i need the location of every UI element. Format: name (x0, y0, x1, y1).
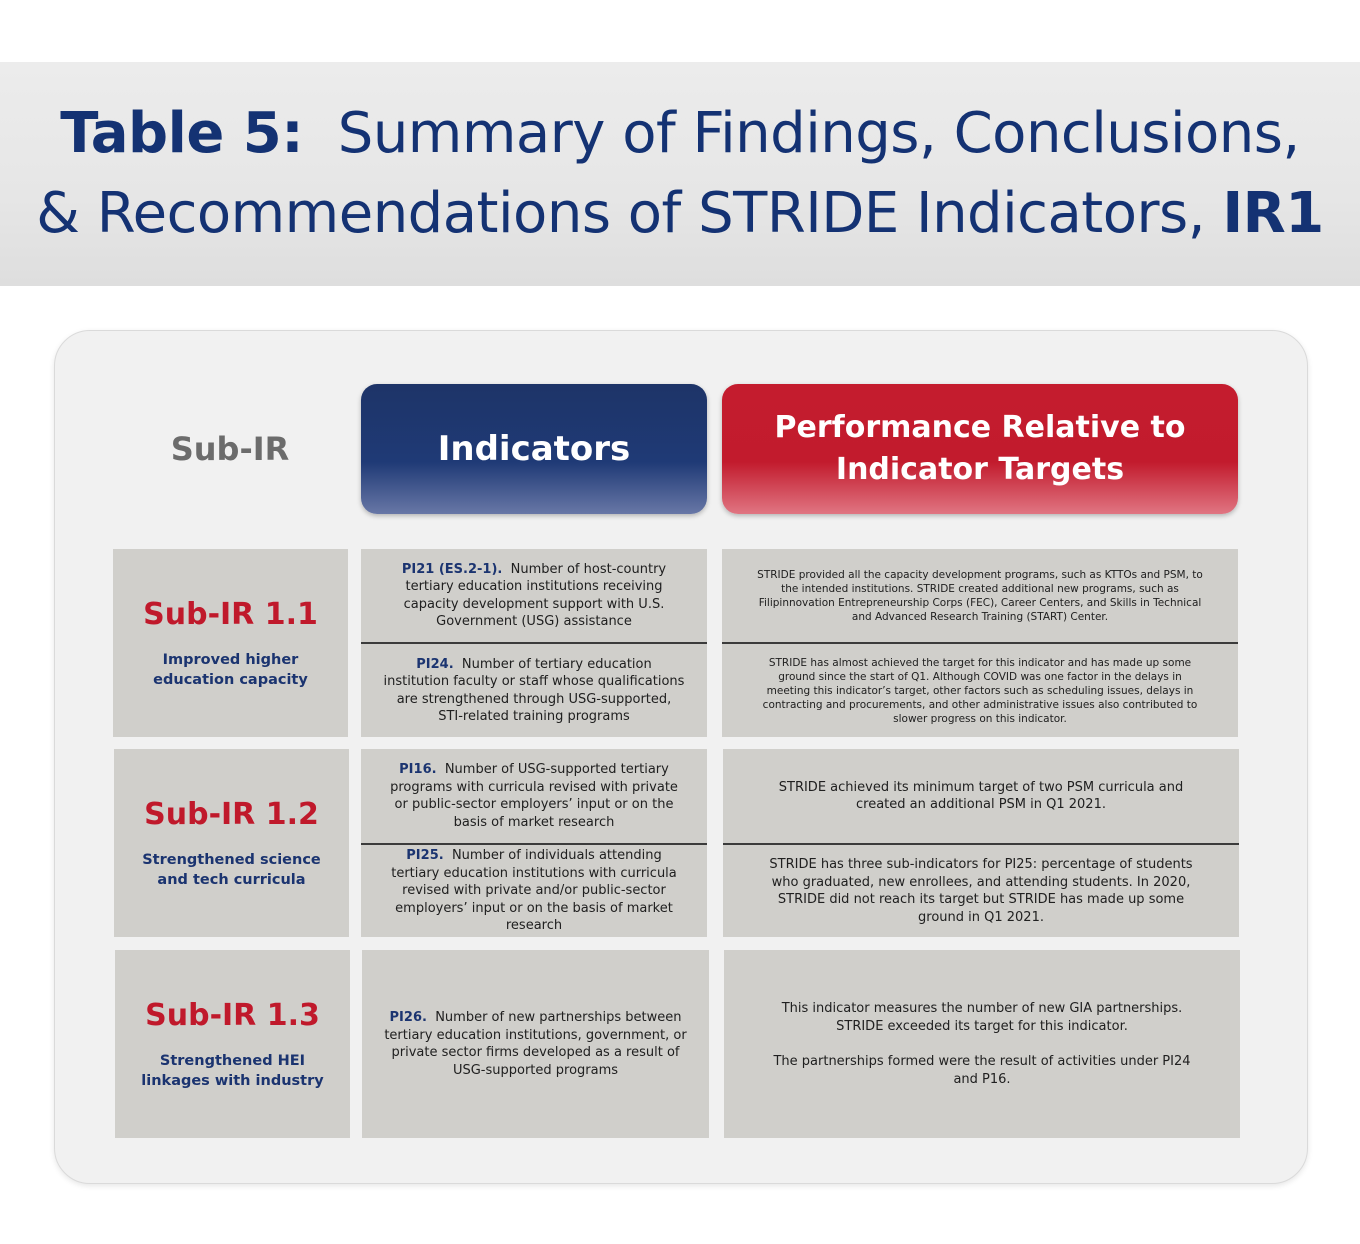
indicator-text: Number of USG-supported tertiary program… (390, 762, 678, 830)
indicator-pi26: PI26. Number of new partnerships between… (384, 1009, 687, 1079)
subir-cell-1-2: Sub-IR 1.2 Strengthened science and tech… (114, 749, 349, 937)
table-label: Table 5: (60, 101, 304, 166)
subir-code: Sub-IR 1.3 (145, 997, 320, 1033)
subir-cell-1-3: Sub-IR 1.3 Strengthened HEI linkages wit… (115, 950, 350, 1138)
performance-paragraph-1: This indicator measures the number of ne… (781, 1001, 1183, 1034)
title-text-1: Summary of Findings, Conclusions, (337, 101, 1300, 166)
indicator-id: PI25. (406, 848, 444, 864)
performance-cell-1-1: STRIDE provided all the capacity develop… (722, 549, 1238, 737)
indicator-cell-1-2: PI16. Number of USG-supported tertiary p… (361, 749, 707, 937)
indicator-cell-1-3: PI26. Number of new partnerships between… (362, 950, 709, 1138)
indicator-id: PI16. (399, 762, 437, 777)
performance-column-header: Performance Relative to Indicator Target… (722, 384, 1238, 514)
title-ir1: IR1 (1222, 181, 1324, 246)
indicator-pi21: PI21 (ES.2-1). Number of host-country te… (361, 549, 707, 642)
row-divider (722, 642, 1238, 644)
performance-header-line-2: Indicator Targets (835, 452, 1125, 487)
row-divider (723, 843, 1239, 845)
indicator-pi16: PI16. Number of USG-supported tertiary p… (361, 749, 707, 843)
performance-pi26: This indicator measures the number of ne… (764, 1000, 1200, 1088)
subir-code: Sub-IR 1.1 (143, 596, 318, 632)
indicators-column-header: Indicators (361, 384, 707, 514)
subir-description: Improved higher education capacity (153, 651, 308, 688)
performance-paragraph-2: The partnerships formed were the result … (773, 1054, 1191, 1087)
title-line-2: & Recommendations of STRIDE Indicators, … (36, 174, 1324, 254)
indicator-id: PI24. (416, 656, 454, 672)
performance-cell-1-3: This indicator measures the number of ne… (724, 950, 1240, 1138)
indicator-text: Number of new partnerships between terti… (384, 1010, 687, 1078)
performance-pi21: STRIDE provided all the capacity develop… (757, 568, 1203, 623)
indicator-text: Number of host-country tertiary educatio… (403, 561, 667, 630)
performance-pi16: STRIDE achieved its minimum target of tw… (778, 779, 1184, 813)
indicator-id: PI21 (ES.2-1). (401, 561, 503, 577)
indicator-cell-1-1: PI21 (ES.2-1). Number of host-country te… (361, 549, 707, 737)
indicator-text: Number of individuals attending tertiary… (391, 848, 677, 934)
subir-column-header: Sub-IR (170, 430, 290, 468)
performance-pi25: STRIDE has three sub-indicators for PI25… (769, 857, 1193, 925)
indicator-text: Number of tertiary education institution… (383, 656, 685, 725)
performance-header-line-1: Performance Relative to (774, 410, 1186, 445)
indicator-id: PI26. (389, 1010, 427, 1025)
performance-pi24: STRIDE has almost achieved the target fo… (762, 656, 1198, 725)
indicator-pi24: PI24. Number of tertiary education insti… (361, 644, 707, 737)
subir-code: Sub-IR 1.2 (144, 796, 319, 832)
title-text-2: & Recommendations of STRIDE Indicators, (36, 181, 1205, 246)
row-divider (361, 843, 707, 845)
subir-description: Strengthened science and tech curricula (142, 851, 321, 888)
subir-cell-1-1: Sub-IR 1.1 Improved higher education cap… (113, 549, 348, 737)
performance-cell-1-2: STRIDE achieved its minimum target of tw… (723, 749, 1239, 937)
subir-description: Strengthened HEI linkages with industry (141, 1052, 324, 1089)
title-banner: Table 5: Summary of Findings, Conclusion… (0, 62, 1360, 286)
indicator-pi25: PI25. Number of individuals attending te… (361, 845, 707, 937)
title-line-1: Table 5: Summary of Findings, Conclusion… (60, 94, 1300, 174)
row-divider (361, 642, 707, 644)
